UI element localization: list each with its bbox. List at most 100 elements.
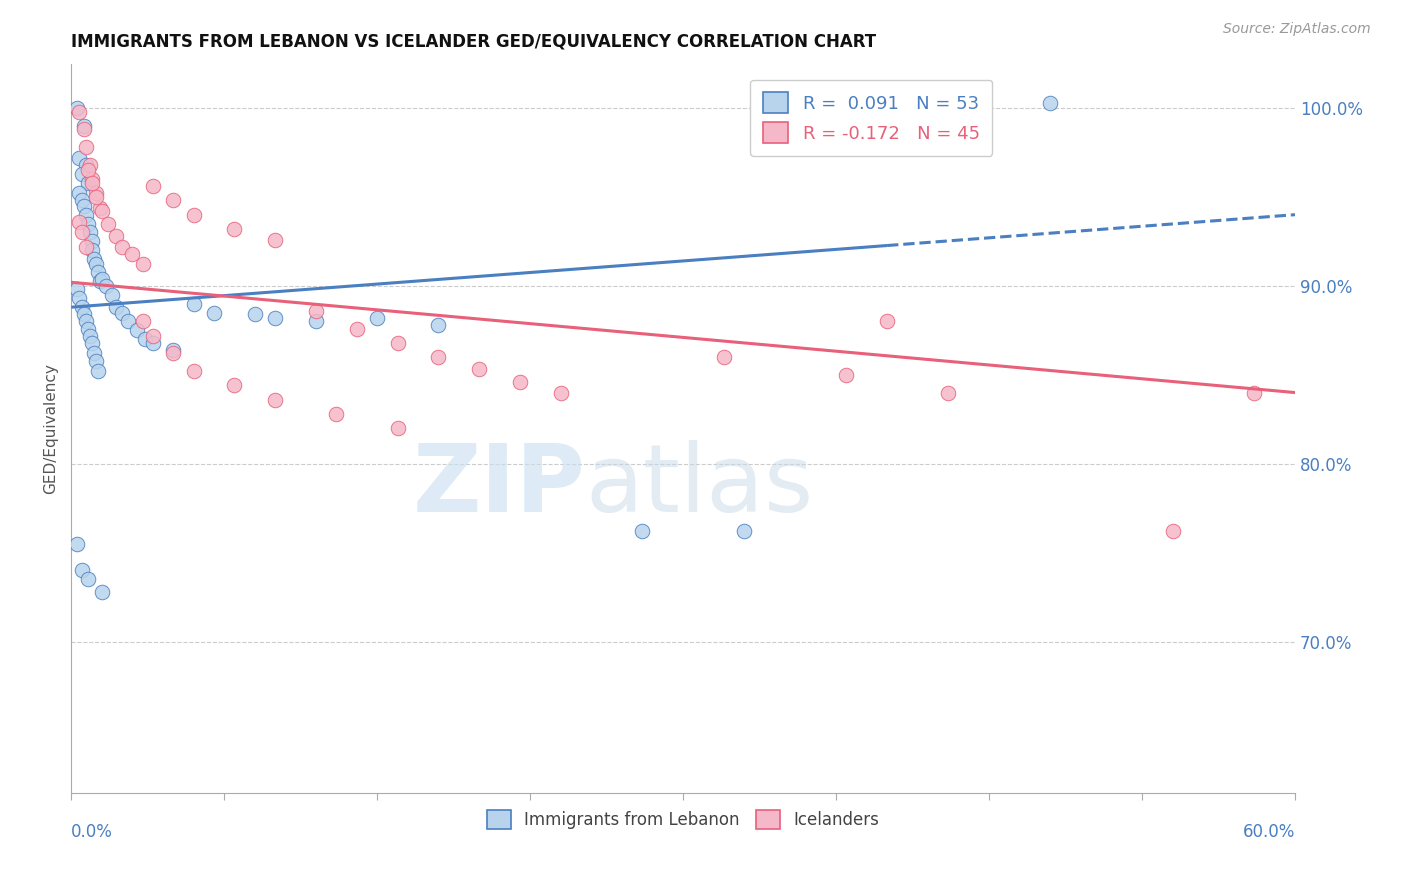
Point <box>90 204 112 219</box>
Point <box>142 179 165 194</box>
Point <box>183 296 205 310</box>
Point <box>876 314 898 328</box>
Point <box>224 378 246 392</box>
Point <box>80 172 103 186</box>
Point <box>162 346 184 360</box>
Point <box>121 247 143 261</box>
Point <box>105 229 128 244</box>
Point <box>89 273 111 287</box>
Point <box>90 584 112 599</box>
Point <box>76 217 98 231</box>
Point <box>936 385 959 400</box>
Text: 0.0%: 0.0% <box>72 823 114 841</box>
Point <box>70 300 93 314</box>
Point <box>550 385 572 400</box>
Point <box>80 176 103 190</box>
Point <box>131 314 153 328</box>
Point <box>84 258 107 272</box>
Point <box>75 314 97 328</box>
Point <box>72 199 94 213</box>
Point <box>84 190 107 204</box>
Point <box>325 407 347 421</box>
Point <box>83 346 105 360</box>
Point <box>125 323 148 337</box>
Point <box>70 563 93 577</box>
Point <box>835 368 858 382</box>
Point <box>142 335 165 350</box>
Point <box>66 282 89 296</box>
Point <box>264 392 287 407</box>
Point <box>713 350 735 364</box>
Text: atlas: atlas <box>585 441 814 533</box>
Point <box>97 217 120 231</box>
Point <box>70 226 93 240</box>
Point <box>1161 524 1184 539</box>
Point <box>346 321 368 335</box>
Text: ZIP: ZIP <box>412 441 585 533</box>
Point <box>105 300 128 314</box>
Point <box>87 264 110 278</box>
Point <box>66 101 89 115</box>
Point <box>76 572 98 586</box>
Point <box>79 226 101 240</box>
Point <box>305 303 328 318</box>
Point <box>183 208 205 222</box>
Point <box>427 318 450 332</box>
Point <box>70 194 93 208</box>
Point <box>1243 385 1265 400</box>
Point <box>72 122 94 136</box>
Point <box>75 240 97 254</box>
Point <box>162 343 184 357</box>
Point <box>69 104 91 119</box>
Point <box>468 362 491 376</box>
Point <box>69 215 91 229</box>
Point <box>75 140 97 154</box>
Point <box>79 328 101 343</box>
Legend: Immigrants from Lebanon, Icelanders: Immigrants from Lebanon, Icelanders <box>481 803 886 836</box>
Point <box>387 335 409 350</box>
Point <box>264 233 287 247</box>
Point <box>305 314 328 328</box>
Point <box>134 332 156 346</box>
Point <box>80 244 103 258</box>
Point <box>142 328 165 343</box>
Point <box>94 278 117 293</box>
Point <box>72 119 94 133</box>
Point <box>733 524 755 539</box>
Point <box>117 314 139 328</box>
Point <box>84 186 107 201</box>
Point <box>76 321 98 335</box>
Point <box>69 291 91 305</box>
Text: Source: ZipAtlas.com: Source: ZipAtlas.com <box>1223 22 1371 37</box>
Point <box>66 537 89 551</box>
Point <box>101 287 124 301</box>
Point <box>79 158 101 172</box>
Point <box>183 364 205 378</box>
Point <box>224 222 246 236</box>
Point <box>111 240 134 254</box>
Y-axis label: GED/Equivalency: GED/Equivalency <box>44 363 58 493</box>
Point <box>366 310 388 325</box>
Point <box>111 305 134 319</box>
Point <box>631 524 654 539</box>
Point <box>80 335 103 350</box>
Point <box>131 258 153 272</box>
Point <box>84 353 107 368</box>
Point <box>69 186 91 201</box>
Point <box>75 158 97 172</box>
Point <box>76 176 98 190</box>
Point <box>89 201 111 215</box>
Point <box>80 235 103 249</box>
Point <box>264 310 287 325</box>
Point <box>83 252 105 267</box>
Point <box>202 305 225 319</box>
Point <box>70 167 93 181</box>
Point <box>1039 95 1062 110</box>
Point <box>243 307 266 321</box>
Point <box>72 307 94 321</box>
Point <box>69 151 91 165</box>
Point <box>162 194 184 208</box>
Point <box>387 421 409 435</box>
Point <box>90 271 112 285</box>
Point <box>76 163 98 178</box>
